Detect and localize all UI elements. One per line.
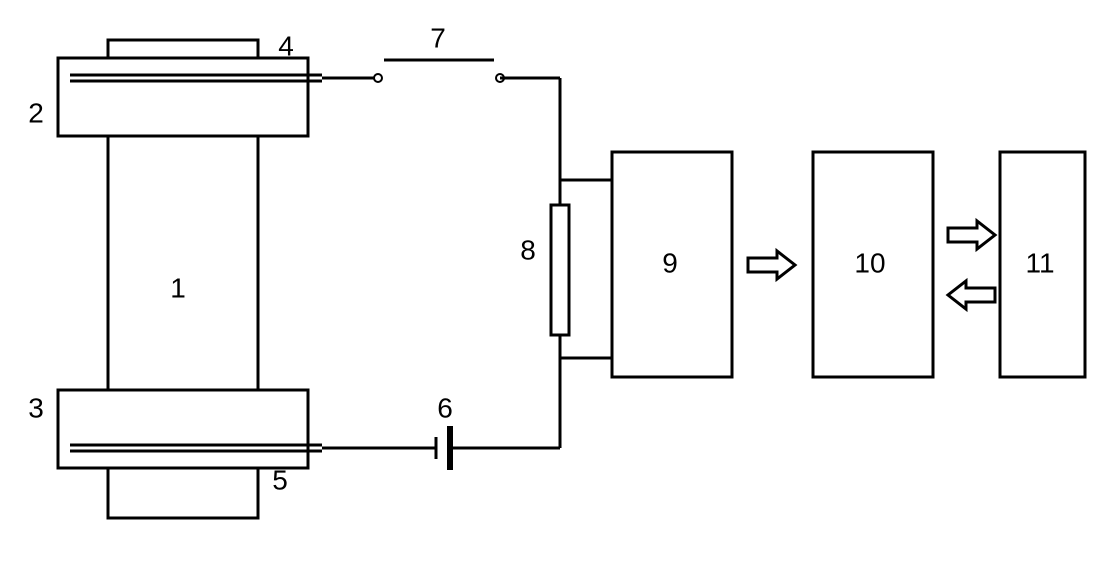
label-11: 11 bbox=[1025, 247, 1054, 278]
label-10: 10 bbox=[854, 247, 885, 278]
arrow-10-to-11 bbox=[948, 221, 995, 249]
arrow-9-to-10 bbox=[748, 251, 795, 279]
label-5: 5 bbox=[272, 464, 288, 495]
arrow-11-to-10 bbox=[948, 281, 995, 309]
label-6: 6 bbox=[437, 392, 453, 423]
label-7: 7 bbox=[430, 22, 446, 53]
block-2 bbox=[58, 58, 308, 136]
switch-terminal-a bbox=[374, 74, 382, 82]
block-3 bbox=[58, 390, 308, 468]
label-2: 2 bbox=[28, 97, 44, 128]
resistor-8 bbox=[551, 205, 569, 335]
label-3: 3 bbox=[28, 392, 44, 423]
label-8: 8 bbox=[520, 234, 536, 265]
label-1: 1 bbox=[170, 272, 186, 303]
label-4: 4 bbox=[278, 30, 294, 61]
label-9: 9 bbox=[662, 247, 678, 278]
schematic-diagram: 1 2 3 4 5 6 7 8 9 10 11 bbox=[0, 0, 1106, 566]
